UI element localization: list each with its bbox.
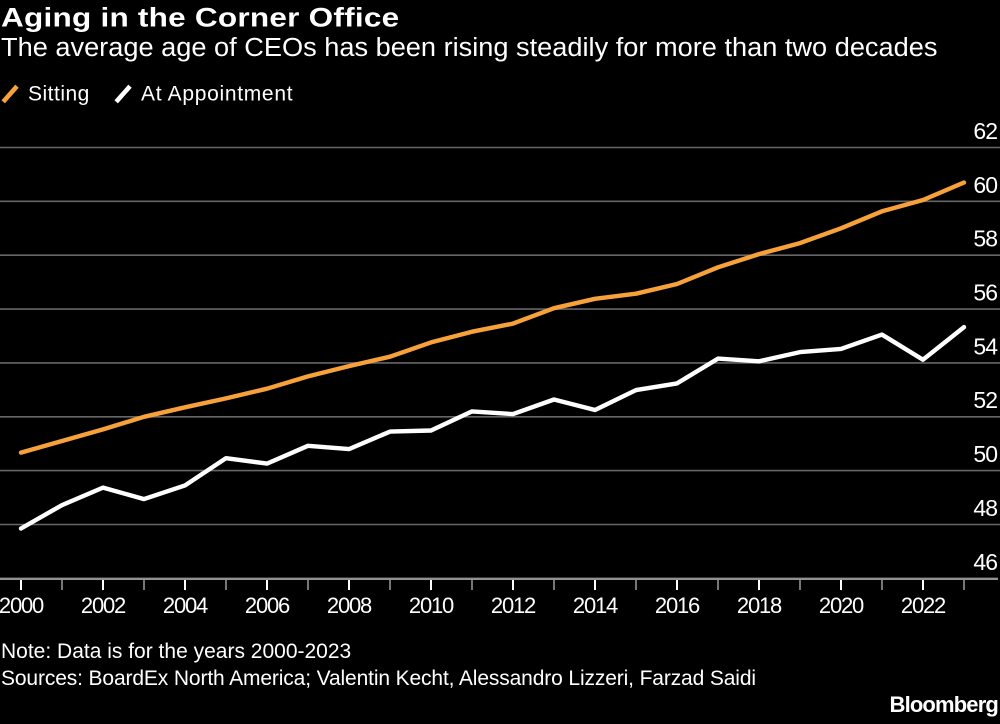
svg-text:46: 46 bbox=[973, 549, 997, 575]
svg-text:2002: 2002 bbox=[81, 593, 126, 618]
svg-text:2004: 2004 bbox=[163, 593, 208, 618]
svg-text:48: 48 bbox=[973, 495, 997, 521]
svg-text:60: 60 bbox=[973, 172, 997, 198]
svg-text:Note: Data is for the years 20: Note: Data is for the years 2000-2023 bbox=[1, 640, 351, 663]
svg-text:52: 52 bbox=[973, 387, 997, 413]
svg-text:2008: 2008 bbox=[327, 593, 372, 618]
svg-text:2006: 2006 bbox=[245, 593, 290, 618]
svg-text:56: 56 bbox=[973, 280, 997, 306]
svg-text:The average age of CEOs has be: The average age of CEOs has been rising … bbox=[1, 33, 937, 62]
svg-text:2010: 2010 bbox=[409, 593, 454, 618]
svg-text:2018: 2018 bbox=[737, 593, 782, 618]
svg-text:2014: 2014 bbox=[573, 593, 618, 618]
svg-text:2022: 2022 bbox=[901, 593, 946, 618]
svg-text:Sources: BoardEx North America: Sources: BoardEx North America; Valentin… bbox=[1, 667, 756, 690]
svg-text:50: 50 bbox=[973, 441, 997, 467]
svg-text:58: 58 bbox=[973, 226, 997, 252]
svg-text:2012: 2012 bbox=[491, 593, 536, 618]
svg-text:2016: 2016 bbox=[655, 593, 700, 618]
svg-text:At Appointment: At Appointment bbox=[141, 83, 293, 106]
svg-text:Aging in the Corner Office: Aging in the Corner Office bbox=[1, 4, 399, 33]
svg-text:2000: 2000 bbox=[0, 593, 44, 618]
svg-text:2020: 2020 bbox=[819, 593, 864, 618]
svg-text:Sitting: Sitting bbox=[28, 83, 90, 106]
svg-text:54: 54 bbox=[973, 333, 998, 359]
svg-text:62: 62 bbox=[973, 118, 997, 144]
svg-text:Bloomberg: Bloomberg bbox=[890, 692, 998, 717]
